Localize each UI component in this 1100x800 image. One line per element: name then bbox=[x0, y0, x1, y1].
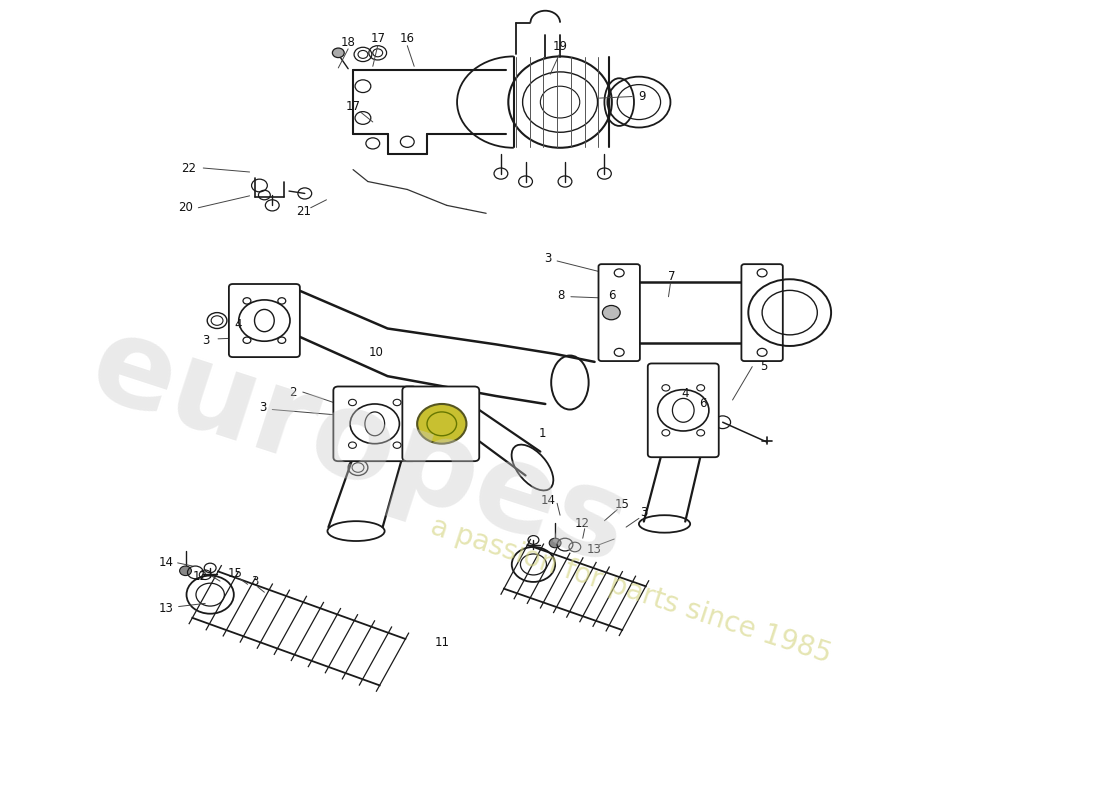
Circle shape bbox=[179, 566, 191, 575]
Text: 4: 4 bbox=[234, 318, 242, 331]
Text: 14: 14 bbox=[541, 494, 556, 507]
Text: 15: 15 bbox=[228, 566, 242, 580]
Text: 9: 9 bbox=[638, 90, 646, 103]
Text: 1: 1 bbox=[539, 427, 546, 440]
Circle shape bbox=[417, 404, 466, 444]
Text: 4: 4 bbox=[682, 387, 689, 400]
Text: 2: 2 bbox=[289, 386, 297, 398]
Text: 3: 3 bbox=[251, 574, 258, 588]
Text: 10: 10 bbox=[368, 346, 383, 359]
Text: 12: 12 bbox=[574, 517, 590, 530]
Text: 3: 3 bbox=[202, 334, 210, 347]
FancyBboxPatch shape bbox=[741, 264, 783, 361]
FancyBboxPatch shape bbox=[403, 386, 480, 461]
Text: 20: 20 bbox=[178, 202, 192, 214]
Text: 7: 7 bbox=[668, 270, 675, 283]
Text: 17: 17 bbox=[371, 32, 385, 45]
Text: europes: europes bbox=[77, 306, 643, 590]
Text: 3: 3 bbox=[544, 252, 552, 265]
Text: 21: 21 bbox=[296, 206, 311, 218]
Text: 5: 5 bbox=[760, 360, 768, 373]
Text: 19: 19 bbox=[552, 40, 568, 53]
Text: a passion for parts since 1985: a passion for parts since 1985 bbox=[427, 513, 835, 669]
FancyBboxPatch shape bbox=[229, 284, 300, 357]
Circle shape bbox=[603, 306, 620, 320]
Text: 6: 6 bbox=[608, 289, 616, 302]
Text: 17: 17 bbox=[345, 99, 361, 113]
Text: 3: 3 bbox=[258, 402, 266, 414]
Circle shape bbox=[549, 538, 561, 548]
Text: 15: 15 bbox=[615, 498, 629, 511]
FancyBboxPatch shape bbox=[333, 386, 417, 461]
Text: 3: 3 bbox=[640, 506, 648, 519]
FancyBboxPatch shape bbox=[598, 264, 640, 361]
Text: 12: 12 bbox=[192, 570, 208, 583]
Text: 22: 22 bbox=[182, 162, 196, 174]
Text: 14: 14 bbox=[158, 556, 174, 570]
Text: 8: 8 bbox=[558, 289, 564, 302]
Text: 16: 16 bbox=[399, 32, 415, 45]
Text: 11: 11 bbox=[434, 636, 449, 649]
Text: 13: 13 bbox=[158, 602, 174, 614]
Text: 13: 13 bbox=[587, 543, 602, 556]
Circle shape bbox=[332, 48, 344, 58]
FancyBboxPatch shape bbox=[648, 363, 718, 457]
Text: 18: 18 bbox=[341, 36, 355, 49]
Text: 6: 6 bbox=[700, 398, 706, 410]
